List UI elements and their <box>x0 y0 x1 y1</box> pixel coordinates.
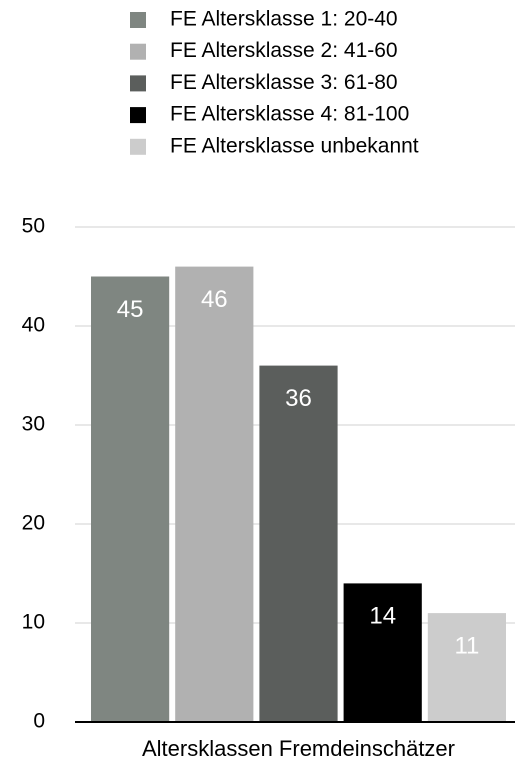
y-tick-label: 50 <box>22 215 45 238</box>
bar <box>427 613 506 722</box>
legend-label: FE Altersklasse unbekannt <box>170 134 419 157</box>
value-label: 45 <box>117 296 144 323</box>
x-axis-label: Altersklassen Fremdeinschätzer <box>142 736 455 761</box>
legend-label: FE Altersklasse 2: 41-60 <box>170 39 398 62</box>
bar <box>91 276 170 722</box>
legend-swatch <box>130 75 146 92</box>
bar <box>343 583 422 722</box>
y-tick-label: 10 <box>22 611 45 634</box>
value-label: 14 <box>369 603 396 630</box>
legend-swatch <box>130 138 146 155</box>
legend-label: FE Altersklasse 4: 81-100 <box>170 103 409 126</box>
legend-swatch <box>130 107 146 124</box>
legend-label: FE Altersklasse 1: 20-40 <box>170 8 398 31</box>
y-tick-label: 0 <box>33 710 45 733</box>
legend-label: FE Altersklasse 3: 61-80 <box>170 71 398 94</box>
y-tick-label: 40 <box>22 314 45 337</box>
legend-swatch <box>130 12 146 28</box>
y-tick-label: 30 <box>22 413 45 436</box>
bar <box>259 365 338 722</box>
value-label: 11 <box>454 632 479 659</box>
legend-swatch <box>130 43 146 60</box>
value-label: 36 <box>285 385 312 412</box>
y-tick-label: 20 <box>22 512 45 535</box>
bar <box>175 266 254 722</box>
value-label: 46 <box>201 286 228 313</box>
